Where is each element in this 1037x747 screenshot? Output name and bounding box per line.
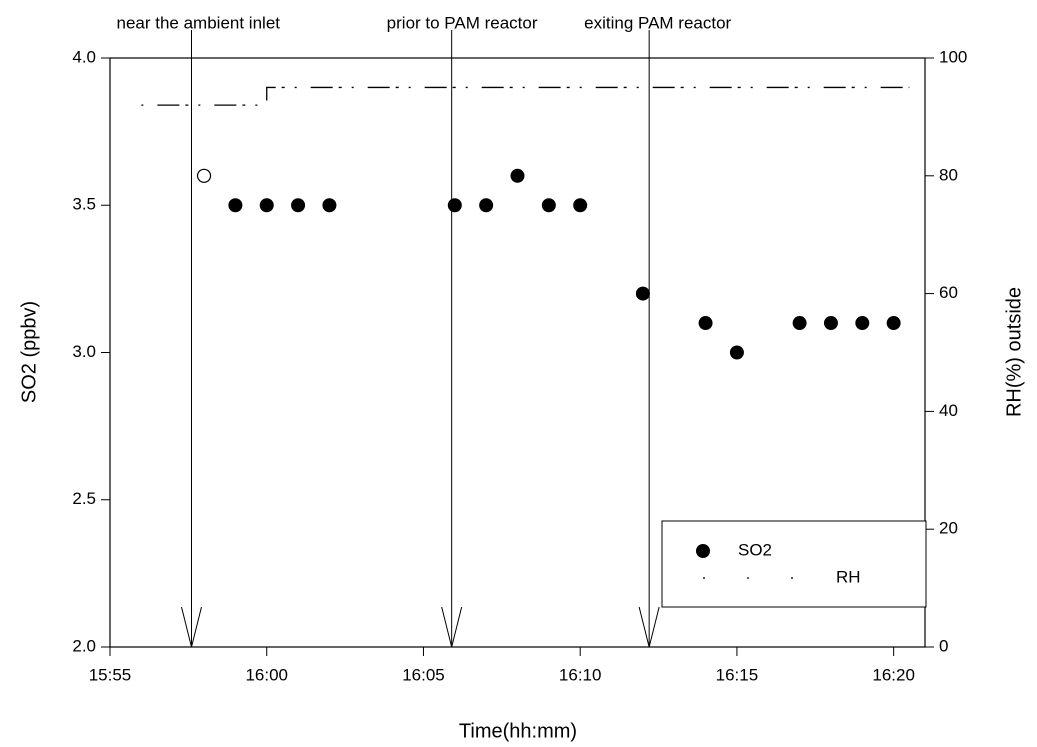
data-point xyxy=(291,198,306,213)
y2-tick-label: 80 xyxy=(939,165,958,184)
legend-label: RH xyxy=(836,567,861,586)
data-point xyxy=(792,316,807,331)
data-line xyxy=(141,86,910,106)
data-point xyxy=(573,198,588,213)
y-axis-title: SO2 (ppbv) xyxy=(18,301,40,403)
data-point xyxy=(259,198,274,213)
x-tick-label: 16:00 xyxy=(245,665,288,684)
data-point xyxy=(698,316,713,331)
data-point xyxy=(447,198,462,213)
data-point xyxy=(729,345,744,360)
y-tick-label: 2.0 xyxy=(72,636,96,655)
data-point xyxy=(855,316,870,331)
open-point xyxy=(196,168,212,183)
x-tick-label: 16:10 xyxy=(559,665,602,684)
x-tick-label: 16:05 xyxy=(402,665,445,684)
y2-tick-label: 60 xyxy=(939,283,958,302)
legend-box xyxy=(661,520,927,608)
y-tick-label: 3.5 xyxy=(72,195,96,214)
arrow-head xyxy=(441,606,463,648)
arrow-head xyxy=(181,606,202,648)
data-point xyxy=(823,316,838,331)
legend-marker xyxy=(696,544,710,558)
annotation-label: near the ambient inlet xyxy=(117,13,281,32)
data-point xyxy=(635,286,650,301)
data-point xyxy=(541,198,556,213)
y-tick-label: 2.5 xyxy=(72,489,96,508)
annotation-label: exiting PAM reactor xyxy=(584,13,731,32)
arrow-head xyxy=(638,606,660,648)
y-tick-label: 3.0 xyxy=(72,342,96,361)
data-point xyxy=(479,198,494,213)
data-point xyxy=(886,316,901,331)
y2-tick-label: 0 xyxy=(939,636,948,655)
legend-label: SO2 xyxy=(738,540,772,559)
x-tick-label: 16:20 xyxy=(872,665,915,684)
x-axis-title: Time(hh:mm) xyxy=(459,720,577,742)
x-tick-label: 15:55 xyxy=(89,665,132,684)
data-point xyxy=(510,168,525,183)
x-tick-label: 16:15 xyxy=(716,665,759,684)
data-point xyxy=(228,198,243,213)
y2-tick-label: 40 xyxy=(939,401,958,420)
y-tick-label: 4.0 xyxy=(72,47,96,66)
y2-axis-title: RH(%) outside xyxy=(1003,287,1025,417)
data-point xyxy=(322,198,337,213)
annotation-label: prior to PAM reactor xyxy=(387,13,538,32)
y2-tick-label: 100 xyxy=(939,47,967,66)
y2-tick-label: 20 xyxy=(939,519,958,538)
